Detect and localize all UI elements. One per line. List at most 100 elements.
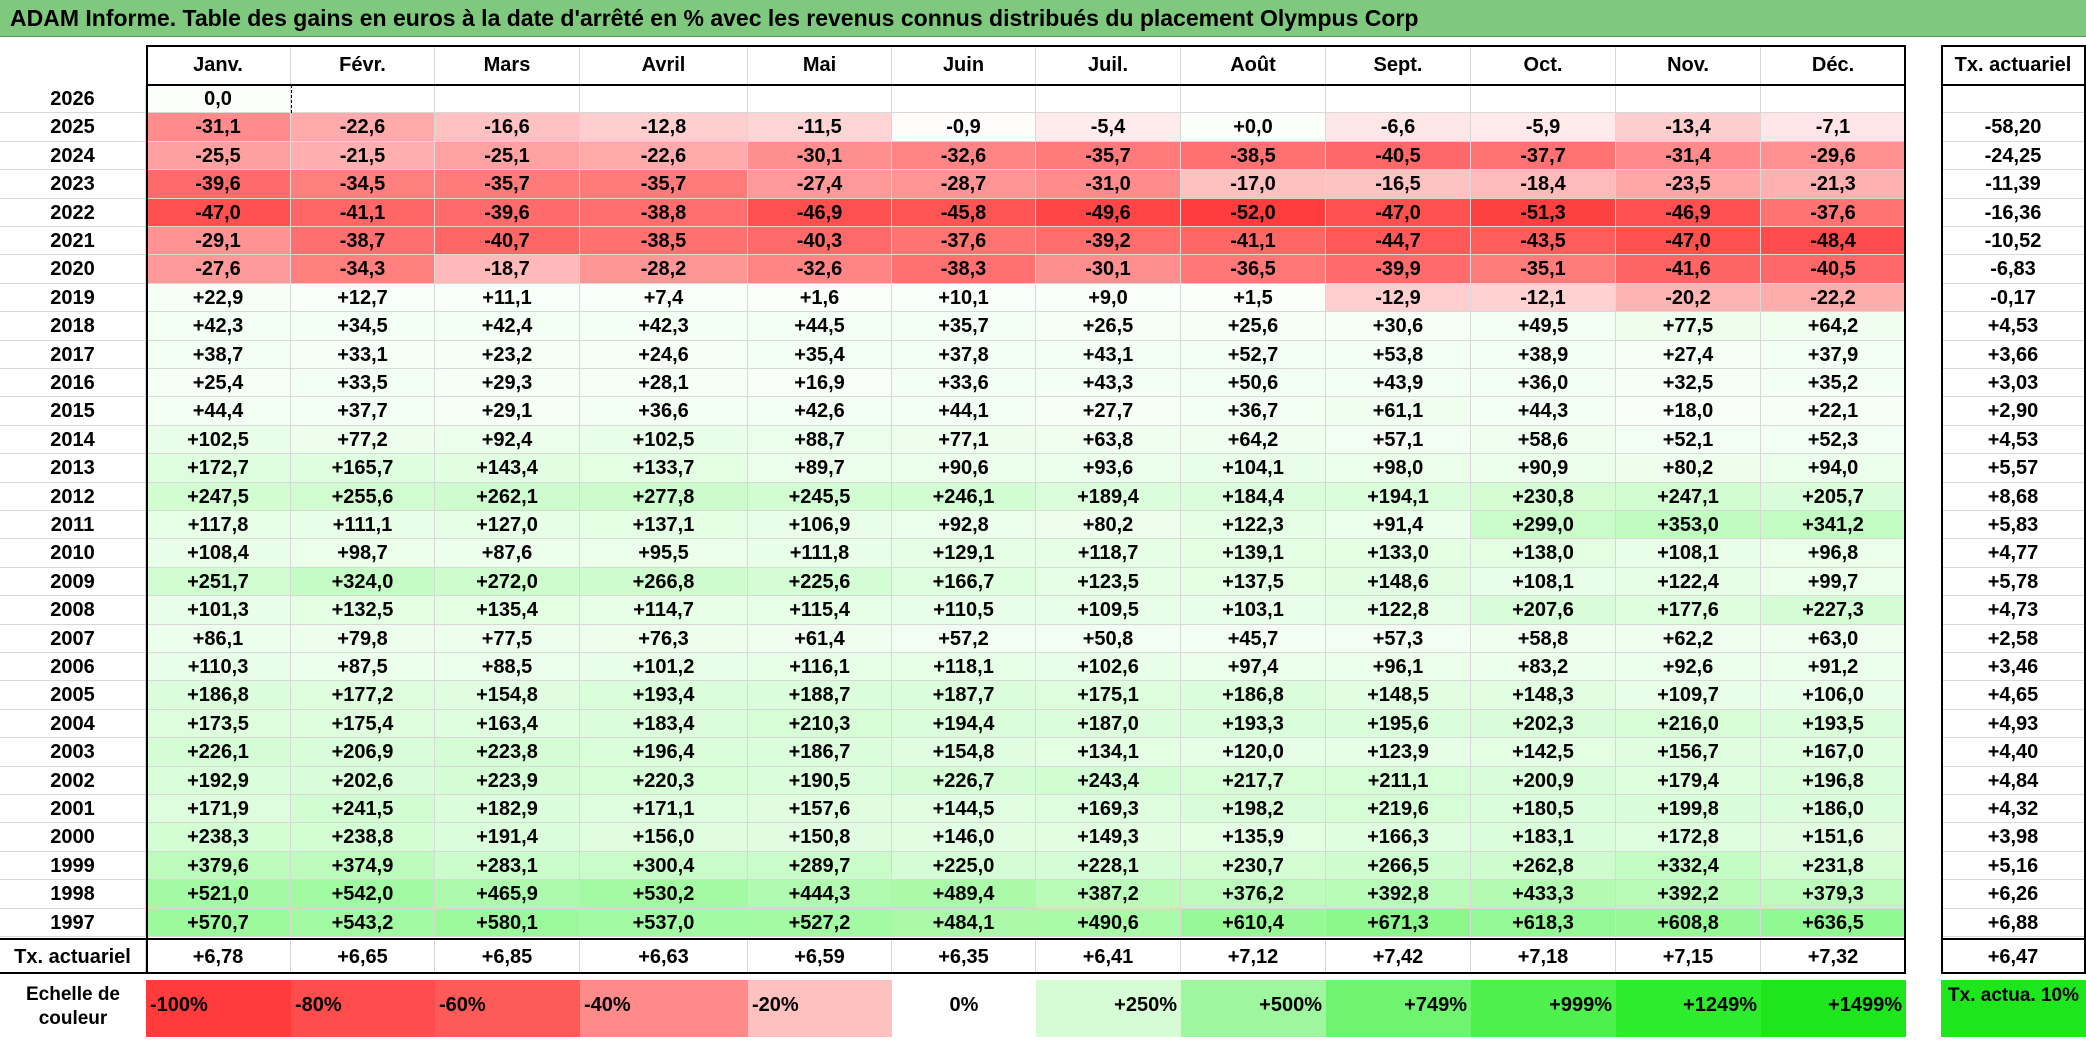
- table-cell: +108,1: [1471, 567, 1616, 597]
- footer-label: Tx. actuariel: [0, 940, 146, 974]
- table-cell: +194,1: [1326, 482, 1471, 511]
- table-cell: +77,1: [892, 425, 1036, 455]
- table-cell: -25,1: [435, 141, 580, 171]
- table-cell: +148,6: [1326, 567, 1471, 597]
- header-rule-tx: [1941, 84, 2086, 86]
- table-cell: -12,1: [1471, 283, 1616, 313]
- table-cell: +387,2: [1036, 880, 1181, 909]
- table-cell: +123,5: [1036, 567, 1181, 597]
- table-cell: +151,6: [1761, 823, 1906, 852]
- table-cell: +186,8: [146, 681, 291, 710]
- table-cell: +225,6: [748, 567, 892, 597]
- table-cell: +217,7: [1181, 766, 1326, 795]
- table-cell: +98,0: [1326, 454, 1471, 483]
- table-cell: +37,8: [892, 340, 1036, 369]
- table-cell: +198,2: [1181, 795, 1326, 824]
- table-cell: +122,4: [1616, 567, 1761, 597]
- tx-cell: -6,83: [1941, 255, 2086, 284]
- table-cell: +34,5: [291, 312, 435, 341]
- table-cell: -35,7: [435, 170, 580, 199]
- table-cell: +543,2: [291, 908, 435, 937]
- table-cell: -27,4: [748, 170, 892, 199]
- footer-cell: +6,63: [580, 940, 748, 974]
- table-cell: -51,3: [1471, 198, 1616, 227]
- table-cell: [1761, 85, 1906, 114]
- table-cell: +196,8: [1761, 766, 1906, 795]
- year-label: 2021: [0, 227, 146, 256]
- tx-cell: -24,25: [1941, 141, 2086, 171]
- table-cell: +77,5: [435, 624, 580, 653]
- table-cell: -12,9: [1326, 283, 1471, 313]
- table-cell: -21,3: [1761, 170, 1906, 199]
- table-cell: +102,5: [146, 425, 291, 455]
- table-cell: +52,7: [1181, 340, 1326, 369]
- table-cell: +108,1: [1616, 539, 1761, 568]
- table-cell: +228,1: [1036, 851, 1181, 881]
- table-cell: +90,9: [1471, 454, 1616, 483]
- month-header: Mars: [435, 45, 580, 85]
- table-cell: +219,6: [1326, 795, 1471, 824]
- footer-cell: +7,32: [1761, 940, 1906, 974]
- table-cell: +111,1: [291, 511, 435, 540]
- table-cell: -21,5: [291, 141, 435, 171]
- month-header: Sept.: [1326, 45, 1471, 85]
- table-cell: +186,0: [1761, 795, 1906, 824]
- footer-cell: +6,85: [435, 940, 580, 974]
- table-cell: +37,7: [291, 397, 435, 426]
- table-cell: -17,0: [1181, 170, 1326, 199]
- year-label: 1997: [0, 908, 146, 937]
- table-cell: +80,2: [1036, 511, 1181, 540]
- table-cell: -46,9: [1616, 198, 1761, 227]
- table-cell: +262,1: [435, 482, 580, 511]
- table-cell: +171,9: [146, 795, 291, 824]
- table-cell: +57,1: [1326, 425, 1471, 455]
- table-cell: +96,1: [1326, 653, 1471, 682]
- table-cell: -47,0: [1326, 198, 1471, 227]
- table-cell: +156,0: [580, 823, 748, 852]
- table-cell: +58,6: [1471, 425, 1616, 455]
- table-cell: +88,7: [748, 425, 892, 455]
- month-header: Déc.: [1761, 45, 1906, 85]
- year-label: 2002: [0, 766, 146, 795]
- table-cell: [291, 85, 435, 114]
- year-label: 2022: [0, 198, 146, 227]
- table-cell: +27,4: [1616, 340, 1761, 369]
- footer-cell: +7,15: [1616, 940, 1761, 974]
- table-cell: +189,4: [1036, 482, 1181, 511]
- table-cell: -16,6: [435, 113, 580, 142]
- table-cell: +91,4: [1326, 511, 1471, 540]
- table-cell: +299,0: [1471, 511, 1616, 540]
- table-cell: +183,1: [1471, 823, 1616, 852]
- tx-cell: +3,98: [1941, 823, 2086, 852]
- footer-cell: +6,65: [291, 940, 435, 974]
- month-header: Nov.: [1616, 45, 1761, 85]
- table-cell: +392,2: [1616, 880, 1761, 909]
- table-cell: -47,0: [146, 198, 291, 227]
- table-cell: +43,3: [1036, 369, 1181, 398]
- table-cell: -36,5: [1181, 255, 1326, 284]
- tx-cell: +4,53: [1941, 312, 2086, 341]
- table-cell: +154,8: [435, 681, 580, 710]
- table-cell: [1181, 85, 1326, 114]
- table-cell: +167,0: [1761, 738, 1906, 767]
- table-cell: +43,9: [1326, 369, 1471, 398]
- table-cell: -40,7: [435, 227, 580, 256]
- year-label: 2024: [0, 141, 146, 171]
- table-cell: -29,1: [146, 227, 291, 256]
- year-label: 2020: [0, 255, 146, 284]
- table-cell: -34,3: [291, 255, 435, 284]
- table-cell: +135,4: [435, 596, 580, 625]
- table-cell: +37,9: [1761, 340, 1906, 369]
- table-cell: -18,7: [435, 255, 580, 284]
- table-cell: +7,4: [580, 283, 748, 313]
- footer-cell: +7,42: [1326, 940, 1471, 974]
- footer-cell: +7,18: [1471, 940, 1616, 974]
- table-cell: +104,1: [1181, 454, 1326, 483]
- table-cell: +52,1: [1616, 425, 1761, 455]
- table-cell: +379,6: [146, 851, 291, 881]
- table-cell: +173,5: [146, 709, 291, 739]
- table-cell: +92,4: [435, 425, 580, 455]
- year-label: 2011: [0, 511, 146, 540]
- table-cell: +11,1: [435, 283, 580, 313]
- legend-swatch: -100%: [146, 980, 291, 1037]
